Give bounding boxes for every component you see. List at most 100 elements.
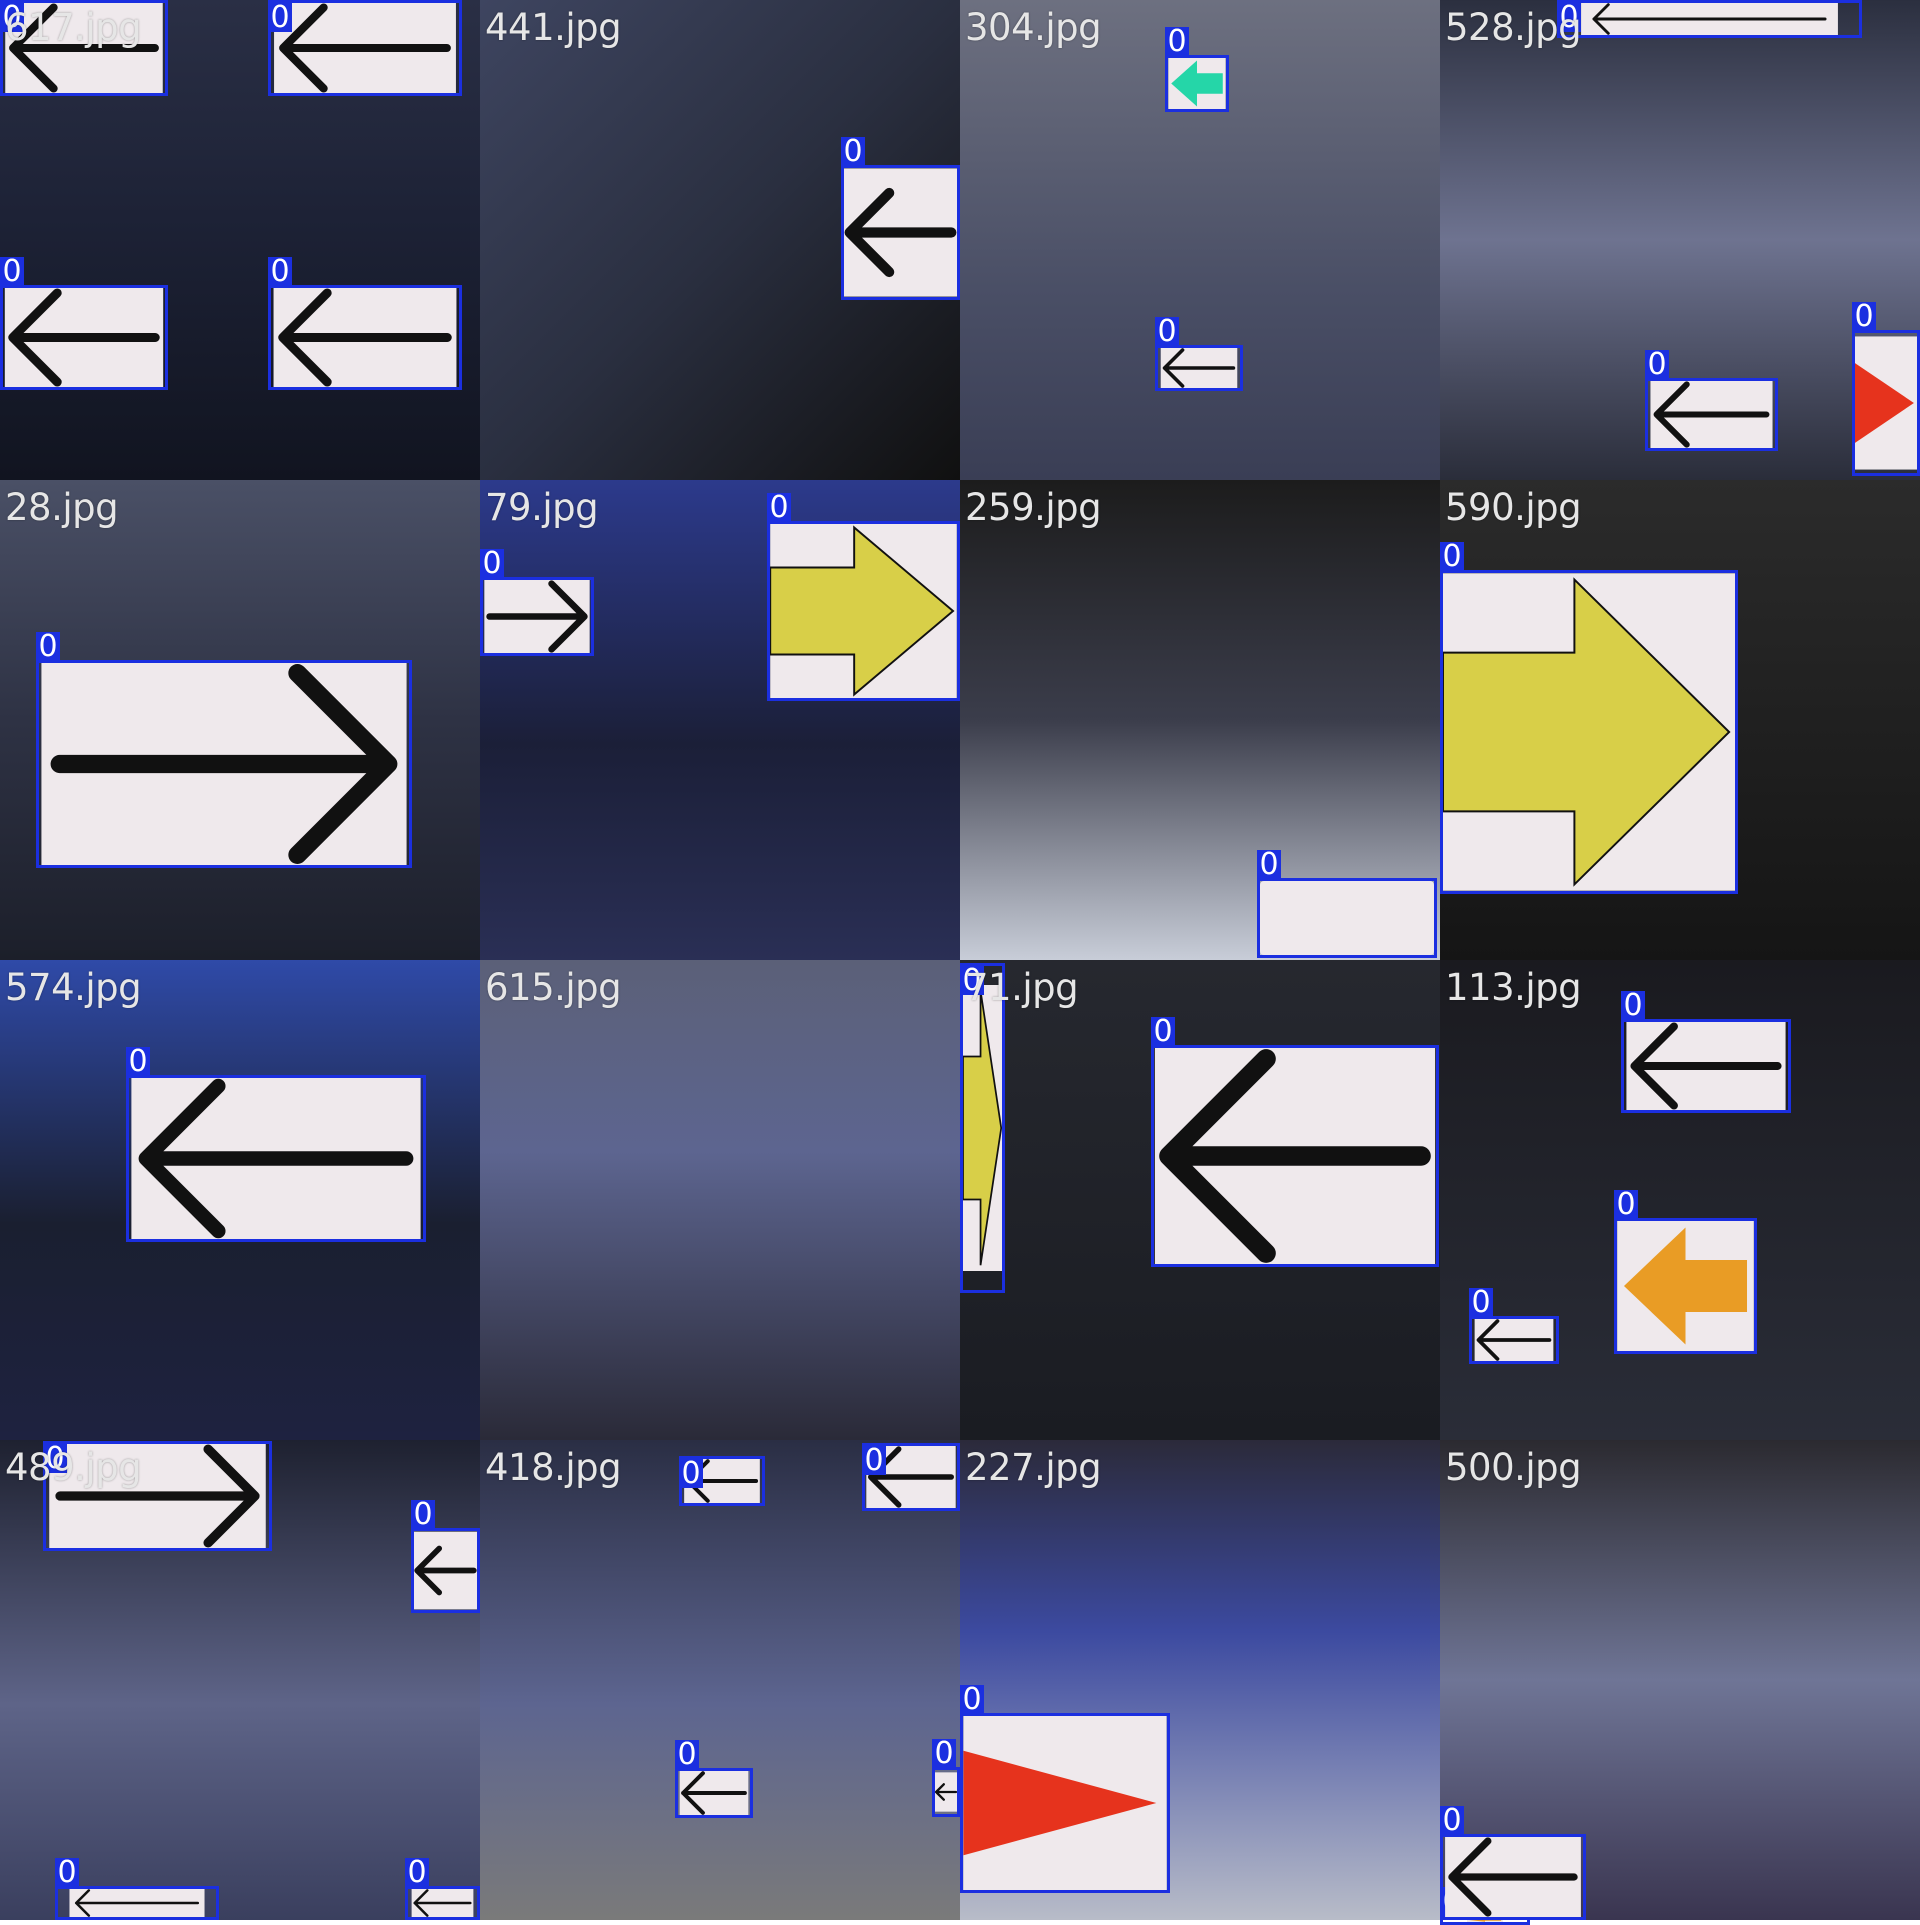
tile-filename: 528.jpg (1445, 6, 1582, 49)
arrow-icon (1160, 348, 1238, 388)
class-label-badge: 0 (405, 1858, 429, 1888)
tile-filename: 418.jpg (485, 1446, 622, 1489)
class-label-badge: 0 (126, 1047, 150, 1077)
tile-filename: 113.jpg (1445, 966, 1582, 1009)
tile-filename: 489.jpg (5, 1446, 142, 1489)
tile-filename: 617.jpg (5, 6, 142, 49)
tile-photo (480, 1440, 960, 1920)
detection-box: 0 (268, 0, 462, 96)
class-label-badge: 0 (862, 1446, 886, 1476)
arrow-icon (963, 1716, 1167, 1890)
detection-box: 0 (1645, 350, 1778, 451)
tile-filename: 259.jpg (965, 486, 1102, 529)
arrow-icon (866, 1446, 956, 1508)
class-label-badge: 0 (36, 632, 60, 662)
detection-box: 0 (1165, 27, 1229, 112)
detection-box: 0 (1257, 850, 1437, 958)
arrow-icon (1168, 58, 1226, 109)
arrow-icon (273, 288, 457, 387)
tile-filename: 71.jpg (965, 966, 1079, 1009)
class-label-badge: 0 (1440, 542, 1464, 572)
class-label-badge: 0 (932, 1739, 956, 1769)
arrow-icon (484, 580, 590, 653)
arrow-icon (770, 524, 957, 698)
class-label-badge: 0 (1151, 1017, 1175, 1047)
arrow-icon (5, 3, 163, 93)
mosaic-tile: 528.jpg (1440, 0, 1920, 480)
detection-box: 0 (1440, 542, 1738, 894)
detection-box: 0 (36, 632, 412, 868)
class-label-badge: 0 (1852, 302, 1876, 332)
arrow-icon (1626, 1022, 1786, 1110)
arrow-icon (1445, 1837, 1581, 1917)
class-label-badge: 0 (411, 1500, 435, 1530)
detection-box: 0 (1440, 1806, 1586, 1920)
detection-box: 0 (960, 1685, 1170, 1893)
arrow-icon (935, 1772, 957, 1812)
sign-card (1260, 881, 1434, 955)
class-label-badge: 0 (841, 137, 865, 167)
tile-filename: 227.jpg (965, 1446, 1102, 1489)
tile-filename: 590.jpg (1445, 486, 1582, 529)
detection-box: 0 (0, 0, 168, 96)
arrow-icon (1581, 3, 1838, 35)
class-label-badge: 0 (0, 3, 24, 33)
arrow-icon (4, 288, 164, 387)
arrow-icon (679, 1771, 749, 1815)
tile-filename: 28.jpg (5, 486, 119, 529)
class-label-badge: 0 (0, 257, 24, 287)
detection-box: 0 (1469, 1288, 1559, 1364)
class-label-badge: 0 (480, 549, 504, 579)
detection-box: 0 (1614, 1190, 1757, 1354)
class-label-badge: 0 (268, 257, 292, 287)
detection-box: 0 (43, 1441, 272, 1551)
detection-box: 0 (0, 257, 168, 390)
arrow-icon (1650, 381, 1773, 448)
detection-box: 0 (411, 1500, 480, 1613)
arrow-icon (963, 985, 1002, 1271)
class-label-badge: 0 (767, 493, 791, 523)
tile-filename: 441.jpg (485, 6, 622, 49)
detection-box: 0 (1155, 317, 1243, 391)
detection-box: 0 (679, 1456, 765, 1506)
tile-filename: 615.jpg (485, 966, 622, 1009)
detection-box: 0 (841, 137, 960, 300)
class-label-badge: 0 (1469, 1288, 1493, 1318)
detection-box: 0 (405, 1858, 480, 1920)
detection-box: 0 (932, 1739, 960, 1817)
arrow-icon (274, 3, 456, 93)
tile-filename: 500.jpg (1445, 1446, 1582, 1489)
detection-box: 0 (675, 1740, 753, 1818)
arrow-icon (414, 1531, 477, 1610)
detection-box: 0 (126, 1047, 426, 1242)
mosaic-tile: 615.jpg (480, 960, 960, 1440)
arrow-icon (1617, 1221, 1754, 1351)
detection-box: 0 (1557, 0, 1862, 38)
tile-filename: 304.jpg (965, 6, 1102, 49)
tile-filename: 574.jpg (5, 966, 142, 1009)
class-label-badge: 0 (1257, 850, 1281, 880)
class-label-badge: 0 (1614, 1190, 1638, 1220)
tile-filename: 79.jpg (485, 486, 599, 529)
detection-box: 0 (1151, 1017, 1439, 1267)
class-label-badge: 0 (1557, 3, 1581, 33)
detection-box: 0 (960, 963, 1005, 1293)
class-label-badge: 0 (268, 3, 292, 33)
arrow-icon (844, 168, 957, 297)
detection-box: 0 (862, 1443, 960, 1511)
arrow-icon (1443, 573, 1735, 891)
detection-box: 0 (55, 1858, 219, 1920)
arrow-icon (1154, 1048, 1436, 1264)
arrow-icon (49, 1444, 266, 1548)
arrow-icon (69, 1889, 205, 1917)
arrow-icon (1855, 336, 1917, 470)
detection-box: 0 (1852, 302, 1920, 476)
arrow-icon (41, 663, 407, 865)
class-label-badge: 0 (1645, 350, 1669, 380)
detection-box: 0 (1621, 991, 1791, 1113)
class-label-badge: 0 (1155, 317, 1179, 347)
arrow-icon (1474, 1319, 1554, 1361)
tile-photo (480, 960, 960, 1440)
mosaic-tile: 418.jpg (480, 1440, 960, 1920)
arrow-icon (131, 1078, 421, 1239)
